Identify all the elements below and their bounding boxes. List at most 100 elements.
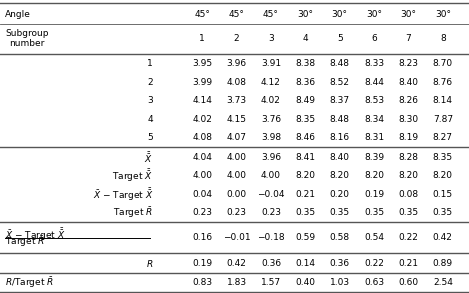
Text: 0.20: 0.20 bbox=[330, 190, 350, 199]
Text: Target $\bar{R}$: Target $\bar{R}$ bbox=[5, 235, 45, 249]
Text: 0.35: 0.35 bbox=[364, 208, 384, 217]
Text: $\bar{X}$ − Target $\bar{\bar{X}}$: $\bar{X}$ − Target $\bar{\bar{X}}$ bbox=[92, 186, 153, 203]
Text: 8.27: 8.27 bbox=[433, 133, 453, 142]
Text: 0.04: 0.04 bbox=[192, 190, 212, 199]
Text: 3.91: 3.91 bbox=[261, 59, 281, 68]
Text: 8.39: 8.39 bbox=[364, 153, 384, 162]
Text: 3.96: 3.96 bbox=[227, 59, 247, 68]
Text: 0.36: 0.36 bbox=[330, 259, 350, 268]
Text: 8.36: 8.36 bbox=[295, 78, 315, 87]
Text: 45°: 45° bbox=[228, 10, 244, 19]
Text: 4.04: 4.04 bbox=[192, 153, 212, 162]
Text: 30°: 30° bbox=[435, 10, 451, 19]
Text: 0.42: 0.42 bbox=[433, 234, 453, 243]
Text: 8.40: 8.40 bbox=[399, 78, 418, 87]
Text: 0.22: 0.22 bbox=[364, 259, 384, 268]
Text: 3.73: 3.73 bbox=[227, 96, 247, 105]
Text: 0.23: 0.23 bbox=[192, 208, 212, 217]
Text: 8.49: 8.49 bbox=[295, 96, 315, 105]
Text: 4.07: 4.07 bbox=[227, 133, 247, 142]
Text: $\bar{\bar{X}}$: $\bar{\bar{X}}$ bbox=[144, 150, 153, 165]
Text: 4: 4 bbox=[303, 34, 308, 43]
Text: 4.00: 4.00 bbox=[261, 171, 281, 180]
Text: 7: 7 bbox=[406, 34, 411, 43]
Text: 4.00: 4.00 bbox=[227, 171, 247, 180]
Text: 4.08: 4.08 bbox=[192, 133, 212, 142]
Text: 3: 3 bbox=[147, 96, 153, 105]
Text: 1: 1 bbox=[147, 59, 153, 68]
Text: Target $\bar{\bar{X}}$: Target $\bar{\bar{X}}$ bbox=[112, 167, 153, 184]
Text: 8.33: 8.33 bbox=[364, 59, 384, 68]
Text: 3.76: 3.76 bbox=[261, 115, 281, 124]
Text: 8.28: 8.28 bbox=[399, 153, 418, 162]
Text: Target $\bar{R}$: Target $\bar{R}$ bbox=[113, 205, 153, 220]
Text: 3: 3 bbox=[268, 34, 274, 43]
Text: 8.52: 8.52 bbox=[330, 78, 350, 87]
Text: 8.20: 8.20 bbox=[330, 171, 350, 180]
Text: 8.35: 8.35 bbox=[433, 153, 453, 162]
Text: 0.35: 0.35 bbox=[433, 208, 453, 217]
Text: 8.20: 8.20 bbox=[295, 171, 315, 180]
Text: 8: 8 bbox=[440, 34, 446, 43]
Text: 5: 5 bbox=[147, 133, 153, 142]
Text: 4.08: 4.08 bbox=[227, 78, 247, 87]
Text: $\bar{X}$ − Target $\bar{\bar{X}}$: $\bar{X}$ − Target $\bar{\bar{X}}$ bbox=[5, 226, 66, 243]
Text: 8.14: 8.14 bbox=[433, 96, 453, 105]
Text: 0.35: 0.35 bbox=[330, 208, 350, 217]
Text: 8.34: 8.34 bbox=[364, 115, 384, 124]
Text: 45°: 45° bbox=[263, 10, 279, 19]
Text: 0.36: 0.36 bbox=[261, 259, 281, 268]
Text: 0.40: 0.40 bbox=[295, 278, 315, 287]
Text: 8.26: 8.26 bbox=[399, 96, 418, 105]
Text: 8.48: 8.48 bbox=[330, 59, 350, 68]
Text: 3.98: 3.98 bbox=[261, 133, 281, 142]
Text: 2: 2 bbox=[234, 34, 239, 43]
Text: 8.40: 8.40 bbox=[330, 153, 350, 162]
Text: 30°: 30° bbox=[366, 10, 382, 19]
Text: −0.01: −0.01 bbox=[223, 234, 250, 243]
Text: 4.14: 4.14 bbox=[192, 96, 212, 105]
Text: 8.38: 8.38 bbox=[295, 59, 315, 68]
Text: 0.16: 0.16 bbox=[192, 234, 212, 243]
Text: 8.37: 8.37 bbox=[330, 96, 350, 105]
Text: 0.14: 0.14 bbox=[295, 259, 315, 268]
Text: Subgroup
number: Subgroup number bbox=[5, 29, 48, 48]
Text: 2: 2 bbox=[147, 78, 153, 87]
Text: 30°: 30° bbox=[297, 10, 313, 19]
Text: 3.95: 3.95 bbox=[192, 59, 212, 68]
Text: 0.00: 0.00 bbox=[227, 190, 247, 199]
Text: −0.18: −0.18 bbox=[257, 234, 285, 243]
Text: 0.15: 0.15 bbox=[433, 190, 453, 199]
Text: 0.08: 0.08 bbox=[398, 190, 418, 199]
Text: 4.02: 4.02 bbox=[192, 115, 212, 124]
Text: 45°: 45° bbox=[194, 10, 210, 19]
Text: 8.19: 8.19 bbox=[398, 133, 418, 142]
Text: 3.96: 3.96 bbox=[261, 153, 281, 162]
Text: −0.04: −0.04 bbox=[257, 190, 285, 199]
Text: 0.60: 0.60 bbox=[398, 278, 418, 287]
Text: 0.58: 0.58 bbox=[330, 234, 350, 243]
Text: 30°: 30° bbox=[332, 10, 348, 19]
Text: 8.20: 8.20 bbox=[364, 171, 384, 180]
Text: 8.20: 8.20 bbox=[399, 171, 418, 180]
Text: 0.23: 0.23 bbox=[261, 208, 281, 217]
Text: 0.21: 0.21 bbox=[399, 259, 418, 268]
Text: 4.02: 4.02 bbox=[261, 96, 281, 105]
Text: 1.83: 1.83 bbox=[227, 278, 247, 287]
Text: 0.19: 0.19 bbox=[364, 190, 384, 199]
Text: 3.99: 3.99 bbox=[192, 78, 212, 87]
Text: Angle: Angle bbox=[5, 10, 31, 19]
Text: 8.44: 8.44 bbox=[364, 78, 384, 87]
Text: 8.35: 8.35 bbox=[295, 115, 315, 124]
Text: 4.12: 4.12 bbox=[261, 78, 281, 87]
Text: 0.22: 0.22 bbox=[399, 234, 418, 243]
Text: $R$/Target $\bar{R}$: $R$/Target $\bar{R}$ bbox=[5, 275, 54, 290]
Text: 8.41: 8.41 bbox=[295, 153, 315, 162]
Text: 0.42: 0.42 bbox=[227, 259, 247, 268]
Text: 4.15: 4.15 bbox=[227, 115, 247, 124]
Text: 0.35: 0.35 bbox=[398, 208, 418, 217]
Text: 2.54: 2.54 bbox=[433, 278, 453, 287]
Text: 8.16: 8.16 bbox=[330, 133, 350, 142]
Text: 6: 6 bbox=[371, 34, 377, 43]
Text: 1.57: 1.57 bbox=[261, 278, 281, 287]
